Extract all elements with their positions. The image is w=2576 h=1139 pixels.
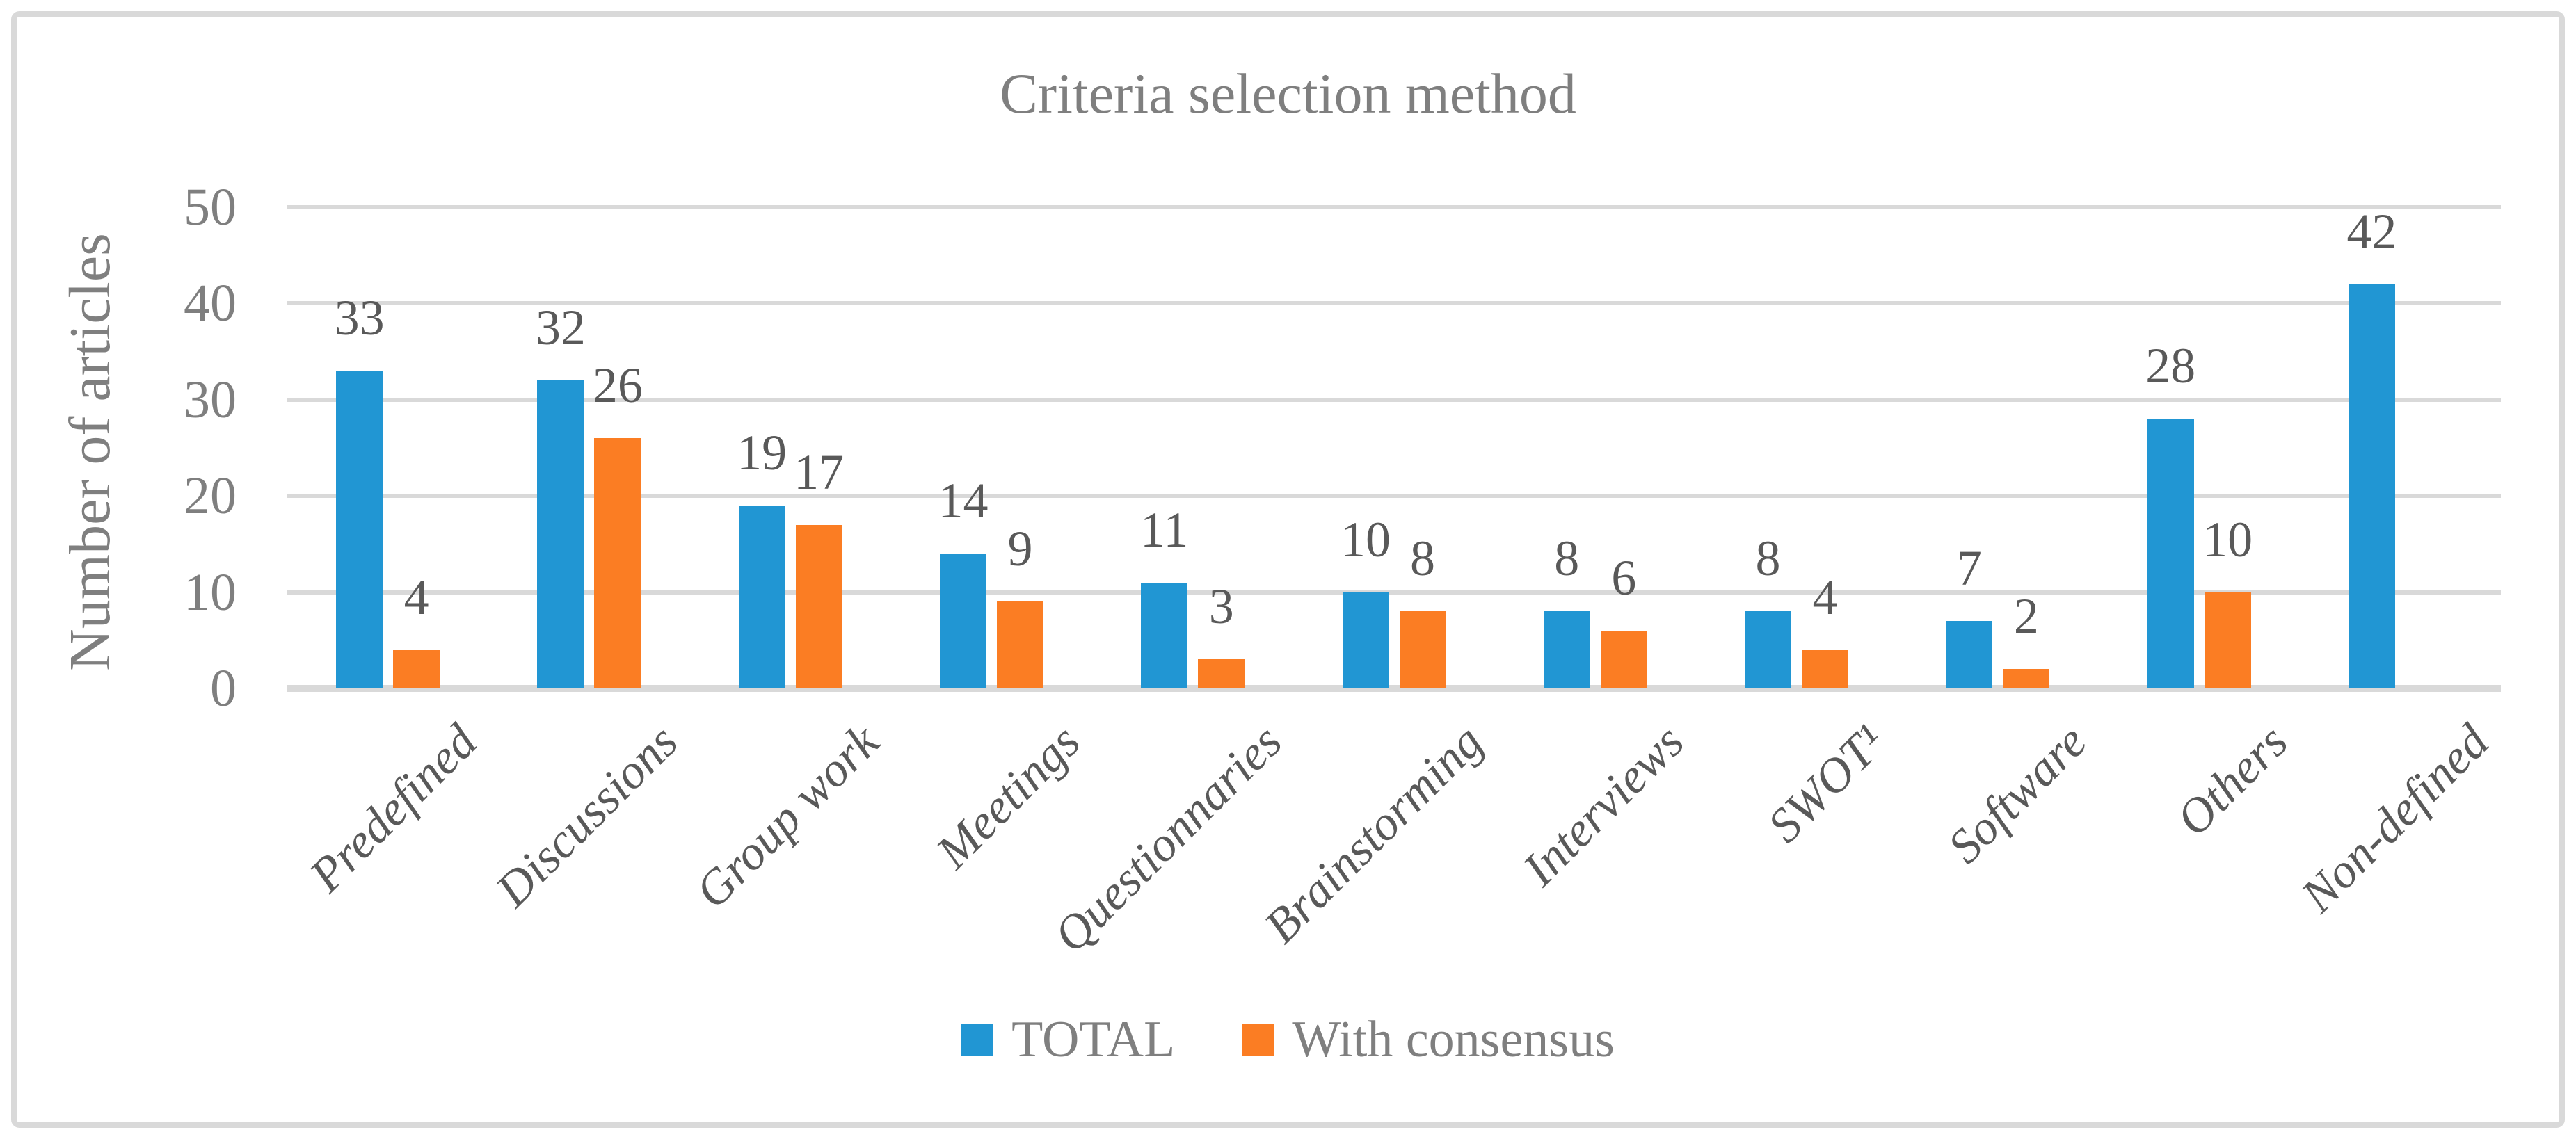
value-label-with-consensus-brainstorming: 8: [1410, 531, 1435, 587]
bar-with-consensus-others: [2204, 592, 2251, 688]
legend-item-total: TOTAL: [961, 1014, 1175, 1065]
bar-with-consensus-meetings: [996, 601, 1043, 688]
y-tick-label-40: 40: [184, 274, 237, 333]
legend-swatch-with-consensus: [1242, 1024, 1274, 1056]
legend: TOTAL With consensus: [0, 1014, 2576, 1065]
bar-total-software: [1946, 621, 1993, 688]
value-label-total-swot1: 8: [1755, 531, 1781, 587]
value-label-with-consensus-swot1: 4: [1812, 569, 1838, 625]
bar-with-consensus-group-work: [795, 524, 842, 688]
y-tick-label-0: 0: [210, 659, 237, 718]
bar-with-consensus-discussions: [594, 438, 641, 688]
bar-total-predefined: [336, 371, 383, 688]
value-label-with-consensus-meetings: 9: [1007, 521, 1033, 577]
value-label-with-consensus-software: 2: [2013, 588, 2039, 645]
bar-total-group-work: [738, 506, 785, 688]
bar-total-interviews: [1543, 611, 1590, 688]
bar-with-consensus-interviews: [1600, 630, 1647, 688]
value-label-total-non-defined: 42: [2346, 203, 2397, 259]
gridline-20: [287, 494, 2501, 499]
value-label-with-consensus-interviews: 6: [1611, 549, 1637, 606]
bar-with-consensus-brainstorming: [1399, 611, 1446, 688]
gridline-0: [287, 685, 2501, 692]
y-tick-label-10: 10: [184, 563, 237, 622]
bar-total-meetings: [939, 554, 986, 688]
value-label-total-software: 7: [1956, 540, 1982, 597]
value-label-total-others: 28: [2145, 338, 2196, 394]
value-label-with-consensus-discussions: 26: [592, 357, 643, 414]
value-label-with-consensus-group-work: 17: [794, 444, 845, 500]
gridline-40: [287, 301, 2501, 306]
chart-border-frame: [11, 11, 2565, 1128]
gridline-30: [287, 397, 2501, 402]
value-label-total-discussions: 32: [535, 300, 586, 356]
value-label-total-group-work: 19: [737, 425, 787, 481]
y-axis-title: Number of articles: [58, 233, 122, 671]
legend-swatch-total: [961, 1024, 994, 1056]
value-label-with-consensus-others: 10: [2202, 511, 2253, 567]
value-label-total-brainstorming: 10: [1341, 511, 1391, 567]
value-label-total-predefined: 33: [334, 290, 385, 346]
bar-total-swot1: [1745, 611, 1792, 688]
gridline-50: [287, 205, 2501, 209]
bar-total-questionnaries: [1141, 582, 1188, 688]
bar-with-consensus-software: [2003, 669, 2050, 688]
legend-item-with-consensus: With consensus: [1242, 1014, 1615, 1065]
value-label-total-meetings: 14: [938, 473, 989, 529]
y-tick-label-50: 50: [184, 178, 237, 236]
bar-with-consensus-swot1: [1802, 649, 1849, 688]
y-tick-label-30: 30: [184, 370, 237, 429]
bar-total-non-defined: [2348, 284, 2395, 688]
bar-total-discussions: [537, 380, 584, 688]
bar-with-consensus-predefined: [393, 649, 440, 688]
bar-total-others: [2147, 419, 2194, 688]
chart-title: Criteria selection method: [1000, 62, 1576, 125]
gridline-10: [287, 590, 2501, 595]
y-tick-label-20: 20: [184, 467, 237, 526]
value-label-with-consensus-questionnaries: 3: [1208, 579, 1234, 635]
legend-label-total: TOTAL: [1011, 1011, 1176, 1068]
bar-total-brainstorming: [1342, 592, 1389, 688]
legend-label-with-consensus: With consensus: [1292, 1011, 1615, 1068]
bar-with-consensus-questionnaries: [1198, 659, 1245, 688]
value-label-total-interviews: 8: [1554, 531, 1580, 587]
value-label-with-consensus-predefined: 4: [403, 569, 429, 625]
value-label-total-questionnaries: 11: [1140, 501, 1189, 558]
